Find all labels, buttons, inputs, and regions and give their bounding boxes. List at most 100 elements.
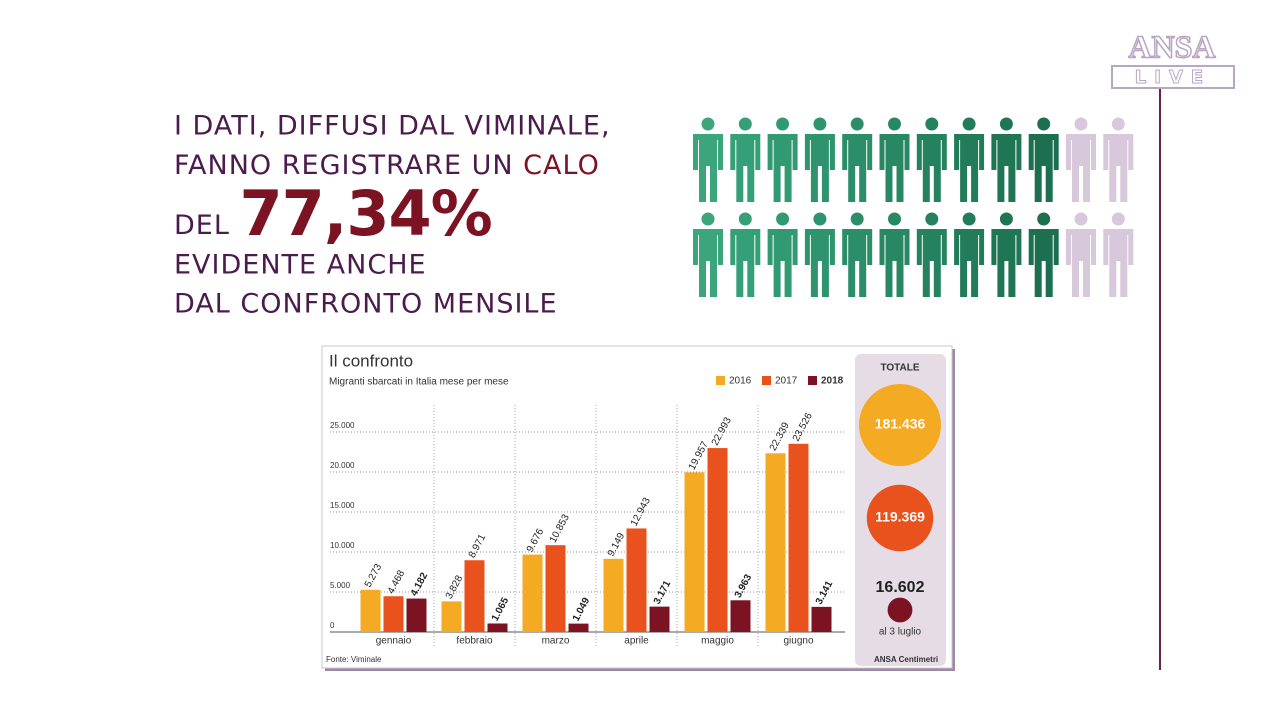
legend-swatch <box>762 376 771 385</box>
bar <box>684 472 705 632</box>
person-head <box>925 117 939 131</box>
x-tick-label: febbraio <box>456 636 493 647</box>
headline-highlight: CALO <box>523 150 600 181</box>
person-body <box>1028 229 1059 297</box>
headline-text: DEL <box>174 210 239 241</box>
person-body <box>1066 229 1096 297</box>
bar <box>649 606 670 632</box>
person-body <box>1103 229 1134 297</box>
person-head <box>701 117 715 131</box>
bar <box>360 589 381 632</box>
headline-text: FANNO REGISTRARE UN <box>174 150 523 181</box>
person-body <box>842 229 873 297</box>
bar <box>568 623 589 632</box>
person-body <box>954 229 985 297</box>
person-head <box>888 117 901 131</box>
x-tick-label: giugno <box>783 636 813 647</box>
people-icons <box>693 117 1134 297</box>
person-head <box>1074 212 1088 226</box>
person-body <box>693 134 723 202</box>
person-head <box>1037 212 1051 226</box>
headline: FANNO REGISTRARE UN CALO <box>174 150 600 181</box>
total-label: 16.602 <box>876 579 925 596</box>
person-body <box>1103 134 1134 202</box>
person-body <box>693 229 723 297</box>
person-body <box>767 134 798 202</box>
x-tick-label: aprile <box>624 636 649 647</box>
person-head <box>999 212 1013 226</box>
person-body <box>916 229 947 297</box>
bar <box>487 623 508 632</box>
person-head <box>962 212 976 226</box>
headline-percent: 77,34% <box>239 177 491 250</box>
person-head <box>925 212 939 226</box>
person-body <box>730 134 761 202</box>
legend-label: 2018 <box>821 376 844 387</box>
y-tick-label: 0 <box>330 621 335 630</box>
bar <box>811 606 832 632</box>
person-head <box>701 212 715 226</box>
person-body <box>991 229 1022 297</box>
bar <box>406 598 427 632</box>
bar <box>730 600 751 632</box>
bar <box>441 601 462 632</box>
logo-box <box>1111 65 1235 89</box>
person-head <box>1037 117 1051 131</box>
person-body <box>1028 134 1059 202</box>
headline: EVIDENTE ANCHE <box>174 250 427 281</box>
x-tick-label: marzo <box>542 636 570 647</box>
credit: ANSA Centimetri <box>874 655 938 664</box>
bar <box>522 554 543 632</box>
totals-title: TOTALE <box>880 363 919 374</box>
person-body <box>730 229 761 297</box>
logo-text: LIVE <box>1135 67 1211 88</box>
bar <box>383 596 404 632</box>
bar <box>626 528 647 632</box>
person-body <box>804 229 835 297</box>
person-head <box>776 212 790 226</box>
person-head <box>1074 117 1088 131</box>
source: Fonte: Viminale <box>326 655 382 664</box>
logo-text: ANSA <box>1128 28 1215 64</box>
person-body <box>916 134 947 202</box>
x-tick-label: maggio <box>701 636 734 647</box>
person-head <box>738 212 752 226</box>
person-body <box>954 134 985 202</box>
person-head <box>999 117 1013 131</box>
person-head <box>776 117 790 131</box>
legend-swatch <box>808 376 817 385</box>
person-head <box>813 212 827 226</box>
bar <box>464 560 485 632</box>
bar <box>707 448 728 632</box>
total-bubble <box>887 597 913 623</box>
person-body <box>842 134 873 202</box>
y-tick-label: 5.000 <box>330 581 351 590</box>
totals-note: al 3 luglio <box>879 627 922 638</box>
chart-subtitle: Migranti sbarcati in Italia mese per mes… <box>329 377 509 388</box>
person-head <box>1111 212 1125 226</box>
person-body <box>991 134 1022 202</box>
total-bubble <box>866 484 934 552</box>
person-head <box>850 212 864 226</box>
headline: DEL 77,34% <box>174 177 492 250</box>
chart-title: Il confronto <box>329 351 413 370</box>
person-body <box>1066 134 1096 202</box>
legend-label: 2016 <box>729 376 752 387</box>
y-tick-label: 15.000 <box>330 501 355 510</box>
person-head <box>888 212 901 226</box>
bar <box>545 545 566 632</box>
headline: DAL CONFRONTO MENSILE <box>174 289 558 320</box>
x-tick-label: gennaio <box>376 636 412 647</box>
y-tick-label: 20.000 <box>330 461 355 470</box>
person-head <box>962 117 976 131</box>
bar <box>788 443 809 632</box>
person-body <box>879 134 910 202</box>
y-tick-label: 25.000 <box>330 421 355 430</box>
person-head <box>850 117 864 131</box>
total-bubble <box>859 384 941 466</box>
person-body <box>804 134 835 202</box>
total-label: 181.436 <box>875 416 926 432</box>
person-body <box>879 229 910 297</box>
person-head <box>813 117 827 131</box>
